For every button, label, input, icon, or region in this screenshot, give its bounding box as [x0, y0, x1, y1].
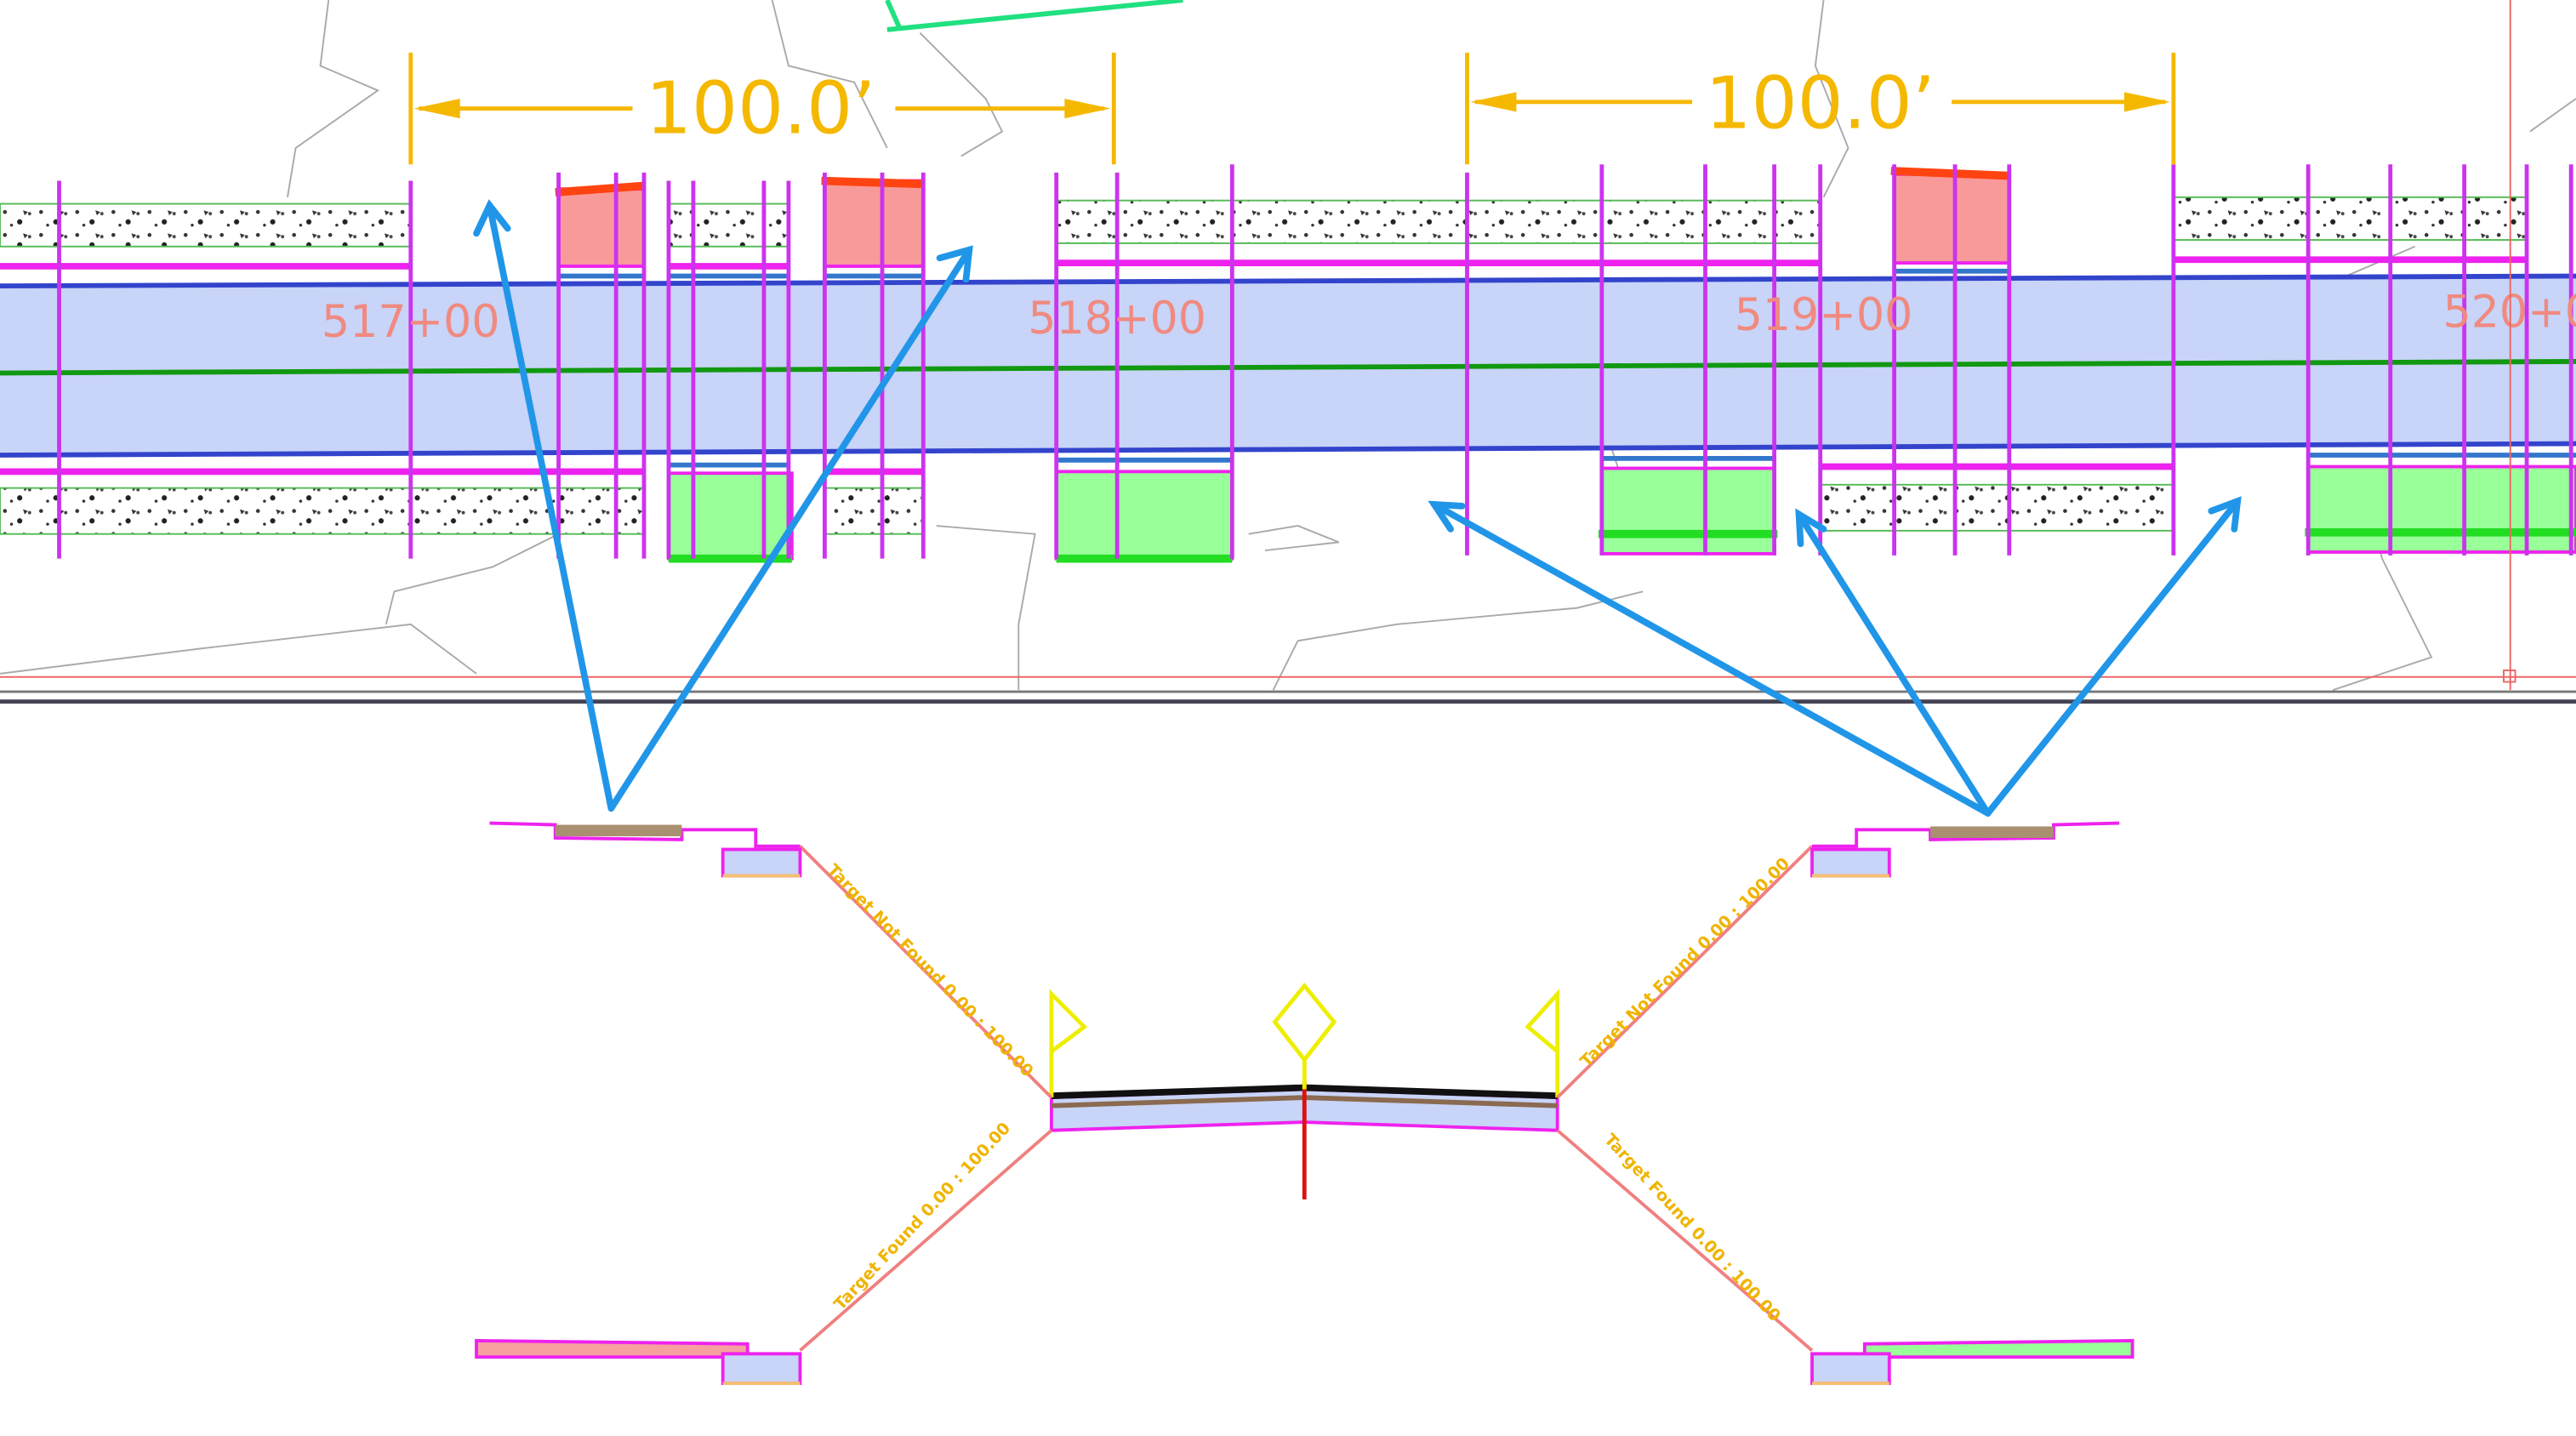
callout-arrows-part	[1795, 510, 1992, 817]
typical-section-part-part	[1272, 982, 1337, 1063]
dimension-lines	[408, 52, 2176, 165]
target-label: Target Not Found 0.00 : 100.00	[824, 860, 1038, 1080]
bottom-stipple-strips-part	[0, 487, 645, 535]
top-stipple-strips-part	[0, 202, 412, 248]
sheet-border	[0, 0, 2576, 704]
typical-section	[475, 821, 2134, 1386]
roadway-band-part	[0, 359, 2576, 376]
typical-section-part	[722, 874, 1889, 1386]
roadway-band-part	[0, 273, 2576, 289]
callout-arrows-part	[1795, 508, 1827, 548]
red-boxes-part	[558, 268, 2576, 468]
station-ticks	[57, 164, 2573, 559]
green-boxes-part	[1599, 466, 1776, 556]
dimension-label: 100.0’	[646, 67, 875, 151]
bottom-stipple-strips-part	[0, 463, 2174, 476]
survey-lines-part	[1272, 590, 1644, 691]
typical-section-part-part	[721, 1352, 802, 1386]
callout-arrows-part	[936, 245, 973, 283]
callout-arrows-part	[473, 199, 511, 237]
green-boxes-part	[667, 471, 794, 561]
green-boxes-part	[1054, 470, 1234, 561]
callout-arrows-part	[607, 246, 973, 812]
target-label: Target Not Found 0.00 : 100.00	[1576, 853, 1793, 1070]
survey-lines-part	[0, 623, 477, 675]
red-boxes-part	[556, 187, 646, 268]
green-line	[886, 0, 1183, 32]
bottom-stipple-strips-part	[824, 487, 925, 535]
callout-arrows	[473, 199, 2242, 817]
target-label: Target Found 0.00 : 100.00	[1600, 1130, 1785, 1325]
top-stipple-strips-part	[1055, 199, 1821, 244]
callout-arrows-part	[486, 202, 615, 812]
callout-arrows-part	[2208, 496, 2242, 533]
typical-section-part-part	[799, 1129, 1053, 1352]
dimension-lines-part	[413, 98, 460, 119]
typical-section-part-part	[1525, 989, 1560, 1098]
red-boxes-part	[823, 179, 926, 268]
typical-section-part-part	[1049, 989, 1088, 1098]
survey-lines-part	[1814, 0, 1849, 198]
red-boxes-part	[1892, 172, 2011, 265]
sheet-border-part	[2503, 670, 2516, 683]
bottom-stipple-strips	[0, 463, 2174, 535]
station-label: 517+00	[322, 297, 500, 348]
station-label: 518+00	[1028, 293, 1206, 345]
typical-section-part-part	[1930, 826, 2054, 838]
roadway-band-part	[0, 441, 2576, 458]
green-boxes-part	[2306, 464, 2576, 554]
survey-lines-part	[385, 525, 576, 625]
typical-section-part-part	[1862, 1338, 2134, 1359]
survey-lines-part	[286, 0, 380, 197]
green-boxes	[667, 464, 2576, 563]
dimension-lines-part	[2123, 92, 2171, 112]
typical-section-part-part	[1810, 1352, 1891, 1386]
typical-section-part-part	[475, 1338, 749, 1359]
green-line	[885, 0, 903, 31]
typical-section-part-part	[555, 824, 682, 837]
survey-lines-part	[936, 525, 1036, 691]
station-label: 519+00	[1735, 290, 1912, 341]
callout-arrows-part	[1984, 498, 2242, 817]
survey-lines-part	[1248, 525, 1340, 551]
typical-section-part-part	[1556, 1129, 1814, 1352]
target-label: Target Found 0.00 : 100.00	[830, 1119, 1015, 1314]
survey-lines-part	[919, 32, 1004, 157]
callout-arrows-part	[1428, 500, 1466, 533]
survey-lines-part	[2529, 98, 2576, 133]
typical-section-part-part	[1810, 847, 1891, 878]
dimension-label: 100.0’	[1706, 62, 1935, 146]
survey-lines-part	[771, 0, 888, 149]
top-stipple-strips	[0, 196, 2528, 270]
callout-arrows-part	[1431, 501, 1992, 817]
top-stipple-strips-part	[2172, 196, 2528, 242]
red-boxes-part	[555, 181, 647, 197]
red-boxes	[555, 167, 2576, 468]
top-stipple-strips-part	[668, 202, 789, 248]
typical-section-part-part	[1556, 845, 1814, 1099]
bottom-stipple-strips-part	[1819, 483, 2174, 532]
typical-section-part-part	[799, 845, 1053, 1099]
dimension-lines-part	[1064, 98, 1111, 119]
typical-section-part	[475, 821, 2134, 1386]
red-boxes-part	[1890, 167, 2011, 180]
dimension-lines-part	[1470, 92, 1517, 112]
top-stipple-strips-part	[0, 256, 2528, 270]
red-boxes-part	[821, 176, 926, 189]
typical-section-part-part	[721, 847, 802, 878]
typical-section-part	[799, 845, 1814, 1352]
typical-section-part	[1049, 982, 1560, 1098]
